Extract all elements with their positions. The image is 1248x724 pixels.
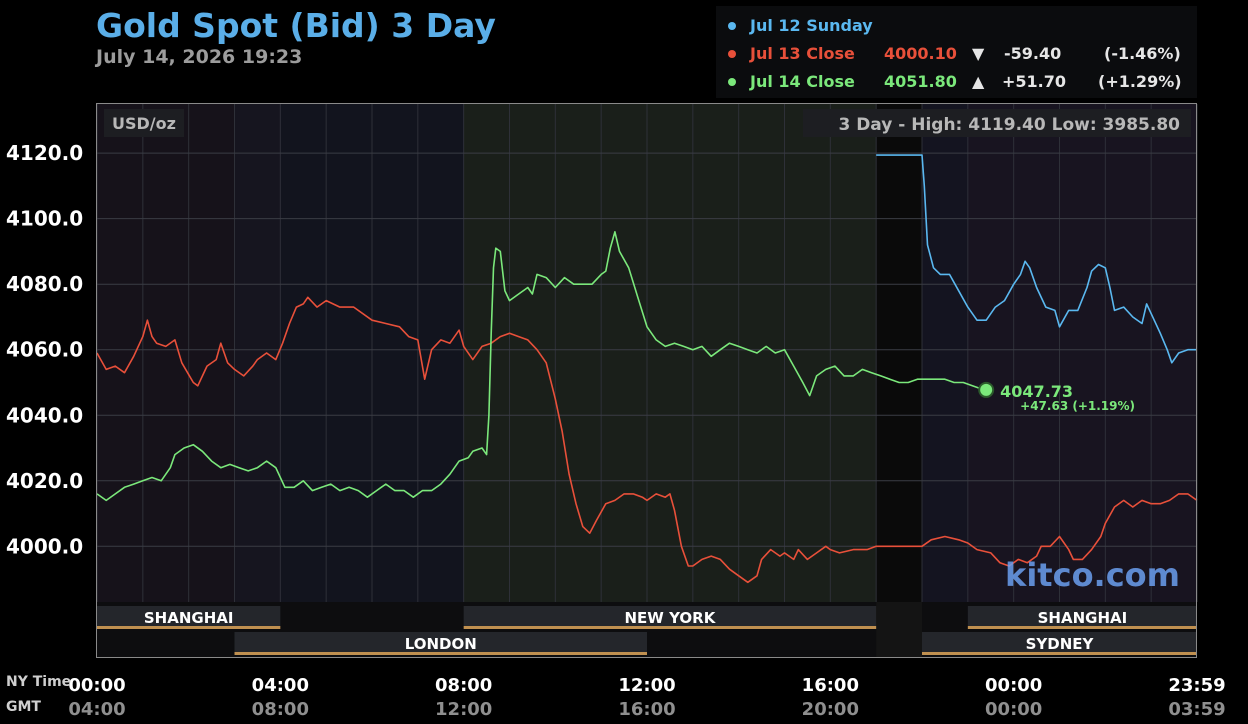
x-tick-label-gmt: 03:59 xyxy=(1168,699,1225,720)
session-bar-bg xyxy=(97,606,281,626)
legend-close-value: 4000.10 xyxy=(884,44,957,63)
y-tick-label: 4120.0 xyxy=(6,141,83,165)
ny-time-label: NY Time xyxy=(6,674,71,690)
x-tick-label-gmt: 04:00 xyxy=(68,699,125,720)
legend-dot xyxy=(728,22,736,30)
session-label: LONDON xyxy=(405,635,477,653)
legend-label: Jul 14 Close xyxy=(750,72,855,91)
legend-percent: (+1.29%) xyxy=(1098,72,1182,91)
x-tick-label-ny: 00:00 xyxy=(985,675,1042,696)
session-band xyxy=(876,104,922,602)
y-tick-label: 4080.0 xyxy=(6,272,83,296)
x-tick-label-ny: 08:00 xyxy=(435,675,492,696)
unit-label: USD/oz xyxy=(112,114,176,133)
current-price-change: +47.63 (+1.19%) xyxy=(1020,399,1135,413)
x-tick-label-ny: 16:00 xyxy=(802,675,859,696)
y-axis-labels: 4000.0 4020.0 4040.0 4060.0 4080.0 4100.0 4120… xyxy=(6,141,83,558)
series-line-2 xyxy=(96,231,987,502)
session-bar-bg xyxy=(463,606,877,626)
session-label: SYDNEY xyxy=(1026,635,1095,653)
series-line-0 xyxy=(876,154,1197,364)
y-tick-label: 4040.0 xyxy=(6,403,83,427)
trading-sessions: SHANGHAI NEW YORK SHANGHAI LONDON SYDNEY xyxy=(97,606,1197,655)
session-label: NEW YORK xyxy=(625,609,717,627)
session-bar-line xyxy=(967,626,1197,629)
x-tick-label-gmt: 08:00 xyxy=(252,699,309,720)
session-label: SHANGHAI xyxy=(1038,609,1128,627)
y-tick-label: 4000.0 xyxy=(6,534,83,558)
x-tick-label-gmt: 20:00 xyxy=(802,699,859,720)
session-bar-bg xyxy=(234,632,647,652)
unit-label-bg xyxy=(104,109,184,137)
x-tick-label-gmt: 12:00 xyxy=(435,699,492,720)
session-band xyxy=(967,104,1197,602)
range-label: 3 Day - High: 4119.40 Low: 3985.80 xyxy=(838,115,1180,135)
current-price-value: 4047.73 xyxy=(1000,382,1073,401)
session-band xyxy=(463,104,877,602)
session-label: SHANGHAI xyxy=(144,609,234,627)
legend-row-jul12: Jul 12 Sunday xyxy=(716,13,1197,39)
legend-percent: (-1.46%) xyxy=(1104,44,1181,63)
legend-label: Jul 13 Close xyxy=(750,44,855,63)
gmt-label: GMT xyxy=(6,699,41,715)
legend-dot xyxy=(728,78,736,86)
watermark: kitco.com xyxy=(1005,556,1180,594)
legend-panel: Jul 12 Sunday Jul 13 Close 4000.10 ▼ -59… xyxy=(716,6,1197,98)
legend-close-value: 4051.80 xyxy=(884,72,957,91)
x-tick-label-gmt: 00:00 xyxy=(985,699,1042,720)
session-background-bands xyxy=(97,104,1197,658)
series-line-1 xyxy=(96,296,1198,584)
session-band xyxy=(234,104,281,602)
series-lines xyxy=(96,154,1198,584)
session-band xyxy=(97,104,235,602)
session-bar-line xyxy=(234,652,647,655)
legend-row-jul13: Jul 13 Close 4000.10 ▼ -59.40 (-1.46%) xyxy=(716,41,1197,67)
current-price-dot xyxy=(978,381,995,398)
legend-change: -59.40 xyxy=(1004,44,1062,63)
chart-title: Gold Spot (Bid) 3 Day xyxy=(96,6,496,45)
legend-label: Jul 12 Sunday xyxy=(750,16,873,35)
session-band xyxy=(922,104,968,602)
y-tick-label: 4060.0 xyxy=(6,338,83,362)
legend-dot xyxy=(728,50,736,58)
legend-change: +51.70 xyxy=(1002,72,1067,91)
session-bar-bg xyxy=(967,606,1197,626)
x-tick-label-ny: 12:00 xyxy=(618,675,675,696)
session-bar-line xyxy=(922,652,1197,655)
session-bar-line xyxy=(97,626,281,629)
closed-strip xyxy=(876,602,922,658)
y-tick-label: 4020.0 xyxy=(6,469,83,493)
x-tick-label-ny: 23:59 xyxy=(1168,675,1225,696)
y-tick-label: 4100.0 xyxy=(6,207,83,231)
session-bar-line xyxy=(463,626,877,629)
chart-datetime: July 14, 2026 19:23 xyxy=(96,46,303,68)
session-bar-bg xyxy=(922,632,1197,652)
range-label-bg xyxy=(803,109,1191,137)
up-arrow-icon: ▲ xyxy=(972,72,985,91)
plot-frame xyxy=(96,103,1197,658)
x-axis-labels: 00:00 04:00 04:00 08:00 08:00 12:00 12:00 16:00… xyxy=(68,675,1225,720)
down-arrow-icon: ▼ xyxy=(972,44,985,63)
x-tick-label-gmt: 16:00 xyxy=(618,699,675,720)
legend-row-jul14: Jul 14 Close 4051.80 ▲ +51.70 (+1.29%) xyxy=(716,69,1197,95)
current-price-marker: 4047.73+47.63 (+1.19%) xyxy=(978,381,1135,413)
x-tick-label-ny: 00:00 xyxy=(68,675,125,696)
x-tick-label-ny: 04:00 xyxy=(252,675,309,696)
